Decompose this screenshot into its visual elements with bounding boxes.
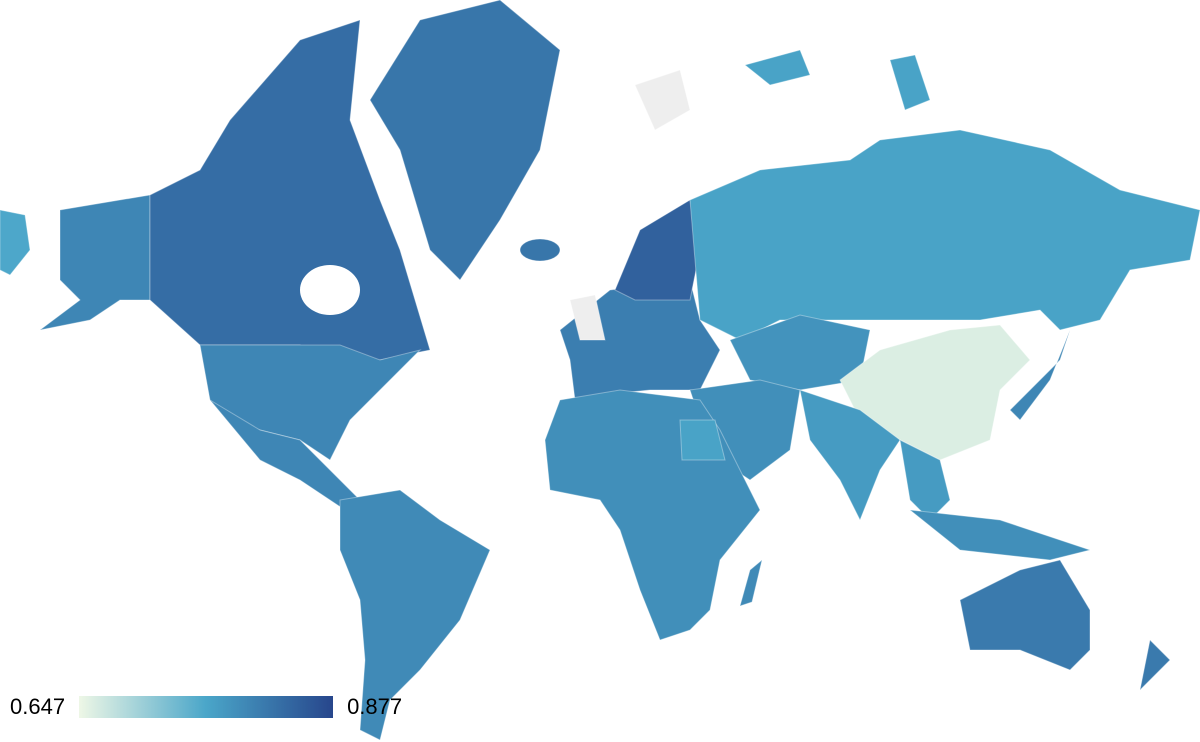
region-india[interactable] — [799, 389, 901, 522]
color-legend: 0.647 0.877 — [10, 692, 402, 722]
region-madagascar[interactable] — [739, 558, 763, 607]
region-arctic-islands[interactable] — [743, 49, 931, 111]
region-greenland[interactable] — [369, 0, 561, 281]
region-alaska[interactable] — [39, 194, 151, 331]
region-scandinavia[interactable] — [614, 199, 701, 301]
legend-gradient-bar — [79, 696, 334, 718]
region-egypt[interactable] — [679, 419, 726, 461]
region-iceland[interactable] — [519, 238, 561, 262]
region-australia[interactable] — [959, 559, 1091, 671]
region-new-zealand[interactable] — [1139, 638, 1171, 692]
region-alaska-west[interactable] — [0, 209, 31, 276]
region-uk[interactable] — [569, 294, 606, 341]
region-japan[interactable] — [1009, 329, 1071, 421]
region-svalbard[interactable] — [634, 69, 691, 131]
water-hudson-bay — [300, 265, 360, 315]
legend-max-label: 0.877 — [347, 694, 403, 719]
region-russia[interactable] — [689, 129, 1200, 341]
region-indonesia[interactable] — [908, 509, 1092, 561]
region-usa[interactable] — [199, 344, 422, 461]
region-southeast-asia[interactable] — [899, 439, 951, 521]
region-south-america[interactable] — [339, 489, 491, 741]
legend-min-label: 0.647 — [10, 694, 66, 719]
